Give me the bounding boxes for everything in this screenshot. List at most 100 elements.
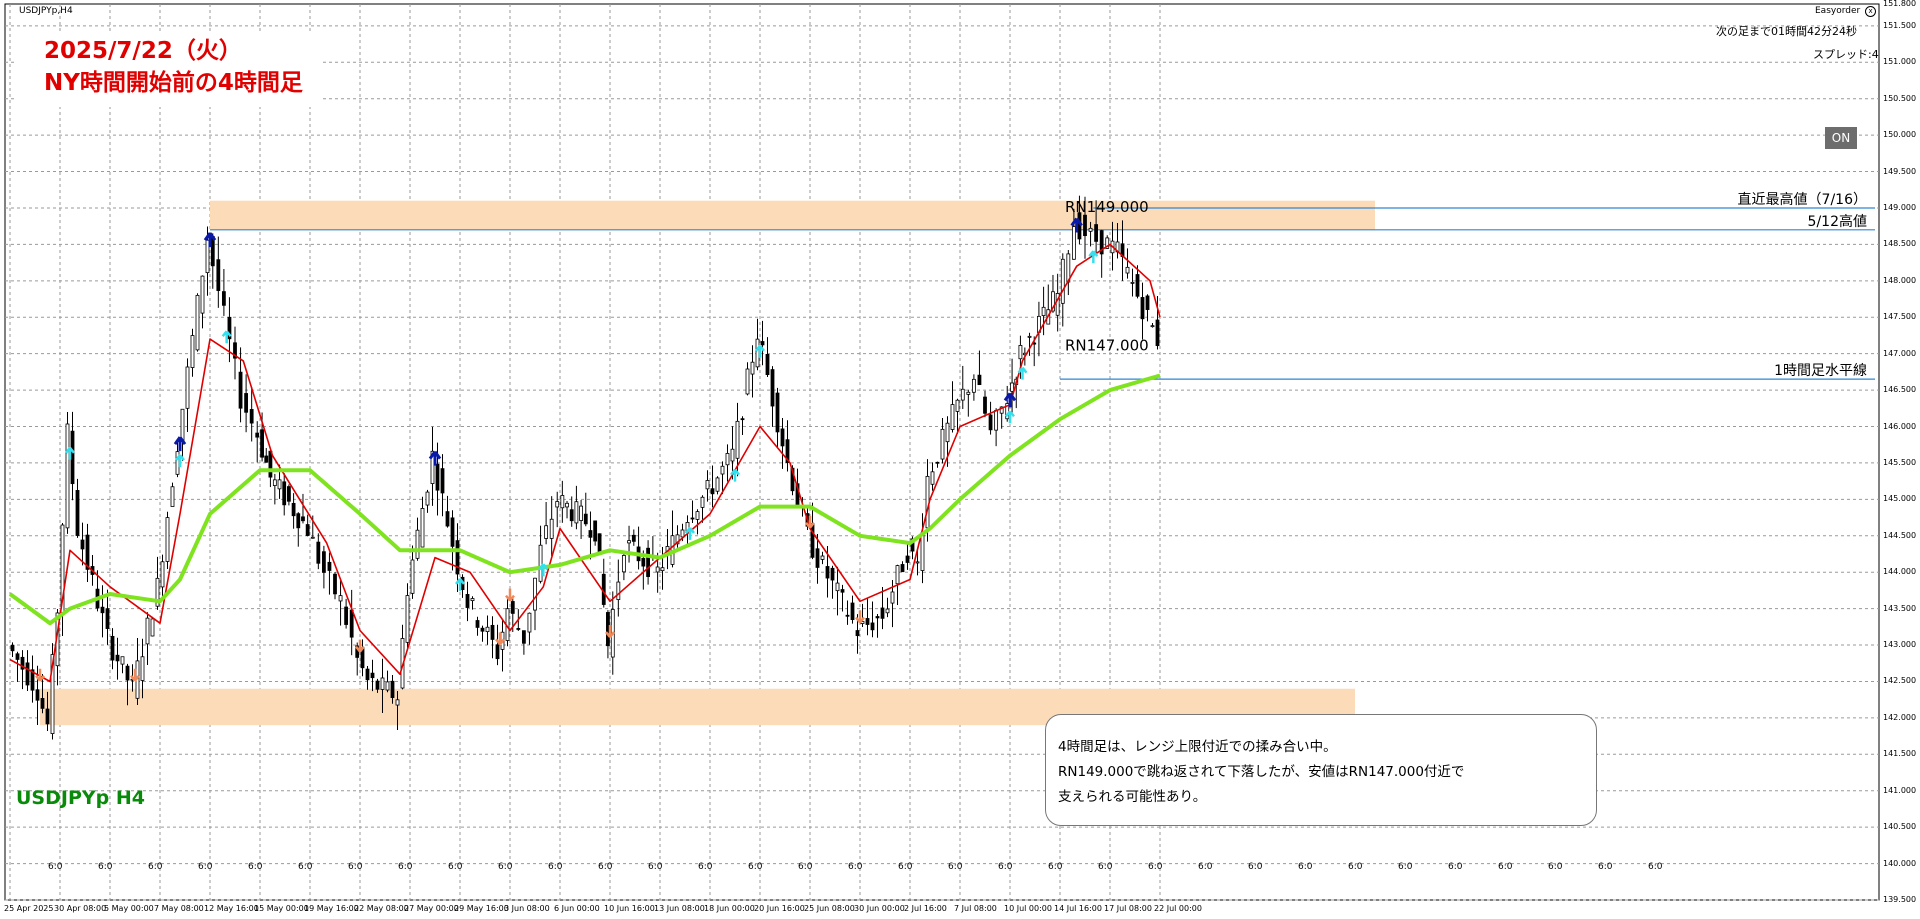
candle-body xyxy=(365,668,370,681)
candle-body xyxy=(1051,291,1055,312)
candle-body xyxy=(675,534,680,545)
round-number-label-1: RN149.000 xyxy=(1065,198,1149,216)
zone-band-1 xyxy=(210,200,1375,230)
period-separator-label: 6:0 xyxy=(1148,862,1163,872)
period-separator-label: 6:0 xyxy=(1098,862,1113,872)
candle-body xyxy=(233,342,237,359)
buy-signal-light-arrow xyxy=(755,345,765,358)
y-axis-tick: 144.500 xyxy=(1883,530,1917,540)
candle-body xyxy=(277,479,282,490)
buy-signal-arrow xyxy=(203,232,217,248)
analysis-note: 4時間足は、レンジ上限付近での揉み合い中。 RN149.000で跳ね返されて下落… xyxy=(1045,714,1597,826)
buy-signal-arrow xyxy=(1070,217,1083,233)
y-axis-tick: 146.500 xyxy=(1883,385,1917,395)
x-axis-tick: 5 May 00:00 xyxy=(104,904,154,913)
candle-body xyxy=(1155,319,1160,347)
candle-body xyxy=(344,606,349,625)
close-icon[interactable]: x xyxy=(1865,6,1877,17)
candle-body xyxy=(977,374,982,386)
candle-body xyxy=(385,681,390,691)
period-separator-label: 6:0 xyxy=(248,862,263,872)
y-axis-tick: 150.500 xyxy=(1883,93,1917,103)
x-axis-tick: 25 Apr 2025 xyxy=(4,904,54,913)
candle-body xyxy=(1135,274,1140,297)
candle-body xyxy=(238,371,243,409)
candle-body xyxy=(555,501,560,508)
candle-body xyxy=(480,627,485,632)
spread-readout: スプレッド:4 xyxy=(1813,48,1879,61)
candle-body xyxy=(301,516,305,522)
candle-body xyxy=(695,511,700,520)
candle-body xyxy=(305,524,310,536)
candle-body xyxy=(216,259,221,291)
sell-signal-arrow xyxy=(495,632,505,646)
x-axis-tick: 10 Jun 16:00 xyxy=(604,904,655,913)
candle-body xyxy=(80,539,85,550)
candle-body xyxy=(935,461,940,464)
annotation-title-caption: NY時間開始前の4時間足 xyxy=(44,70,303,96)
candle-body xyxy=(75,490,80,536)
candle-body xyxy=(875,616,880,619)
sell-signal-arrow xyxy=(355,639,365,653)
candle-body xyxy=(380,677,385,690)
period-separator-label: 6:0 xyxy=(98,862,113,872)
candle-body xyxy=(865,618,870,625)
candle-body xyxy=(475,620,480,628)
candle-body xyxy=(850,602,855,620)
candle-body xyxy=(971,378,976,393)
candle-body xyxy=(755,338,760,368)
y-axis-tick: 145.000 xyxy=(1883,494,1917,504)
candle-body xyxy=(150,618,155,637)
candle-body xyxy=(410,559,415,594)
candle-body xyxy=(621,555,626,573)
candle-body xyxy=(560,495,565,509)
candle-body xyxy=(880,607,885,619)
candle-body xyxy=(268,450,273,478)
level-label-3: 1時間足水平線 xyxy=(1774,363,1867,379)
easyorder-label: Easyorder x xyxy=(1815,6,1877,17)
y-axis-tick: 148.500 xyxy=(1883,239,1917,249)
buy-signal-light-arrow xyxy=(1088,250,1099,264)
on-button[interactable]: ON xyxy=(1825,127,1857,149)
candle-body xyxy=(960,388,965,401)
x-axis-tick: 17 Jul 08:00 xyxy=(1104,904,1152,913)
x-axis-tick: 7 May 08:00 xyxy=(154,904,204,913)
candle-body xyxy=(255,432,260,438)
period-separator-label: 6:0 xyxy=(648,862,663,872)
candle-body xyxy=(45,708,50,725)
period-separator-label: 6:0 xyxy=(1198,862,1213,872)
candle-body xyxy=(890,591,895,604)
candle-body xyxy=(785,439,790,463)
level-label-1: 直近最高値（7/16） xyxy=(1738,191,1867,208)
candle-body xyxy=(30,669,35,691)
candle-body xyxy=(660,567,665,572)
x-axis-tick: 30 Jun 00:00 xyxy=(854,904,905,913)
candle-body xyxy=(415,529,420,559)
y-axis-tick: 142.000 xyxy=(1883,712,1917,722)
period-separator-label: 6:0 xyxy=(1048,862,1063,872)
candle-body xyxy=(155,577,160,607)
candle-body xyxy=(988,414,993,431)
candle-body xyxy=(950,404,955,430)
candle-body xyxy=(282,481,287,506)
candle-body xyxy=(227,316,232,340)
candle-body xyxy=(588,530,593,538)
candle-body xyxy=(291,502,296,517)
sell-signal-arrow xyxy=(605,625,615,638)
window-title: USDJPYp,H4 xyxy=(19,6,73,16)
candle-body xyxy=(425,491,430,506)
y-axis-tick: 148.000 xyxy=(1883,275,1917,285)
candle-body xyxy=(370,672,375,679)
candle-body xyxy=(840,589,845,593)
candle-body xyxy=(70,430,75,485)
period-separator-label: 6:0 xyxy=(1248,862,1263,872)
period-separator-label: 6:0 xyxy=(798,862,813,872)
candle-body xyxy=(830,567,835,581)
note-line-3: 支えられる可能性あり。 xyxy=(1058,789,1207,805)
candle-body xyxy=(1088,227,1093,232)
period-separator-label: 6:0 xyxy=(848,862,863,872)
candle-body xyxy=(740,418,745,421)
candle-body xyxy=(521,630,526,644)
buy-signal-light-arrow xyxy=(538,563,549,577)
